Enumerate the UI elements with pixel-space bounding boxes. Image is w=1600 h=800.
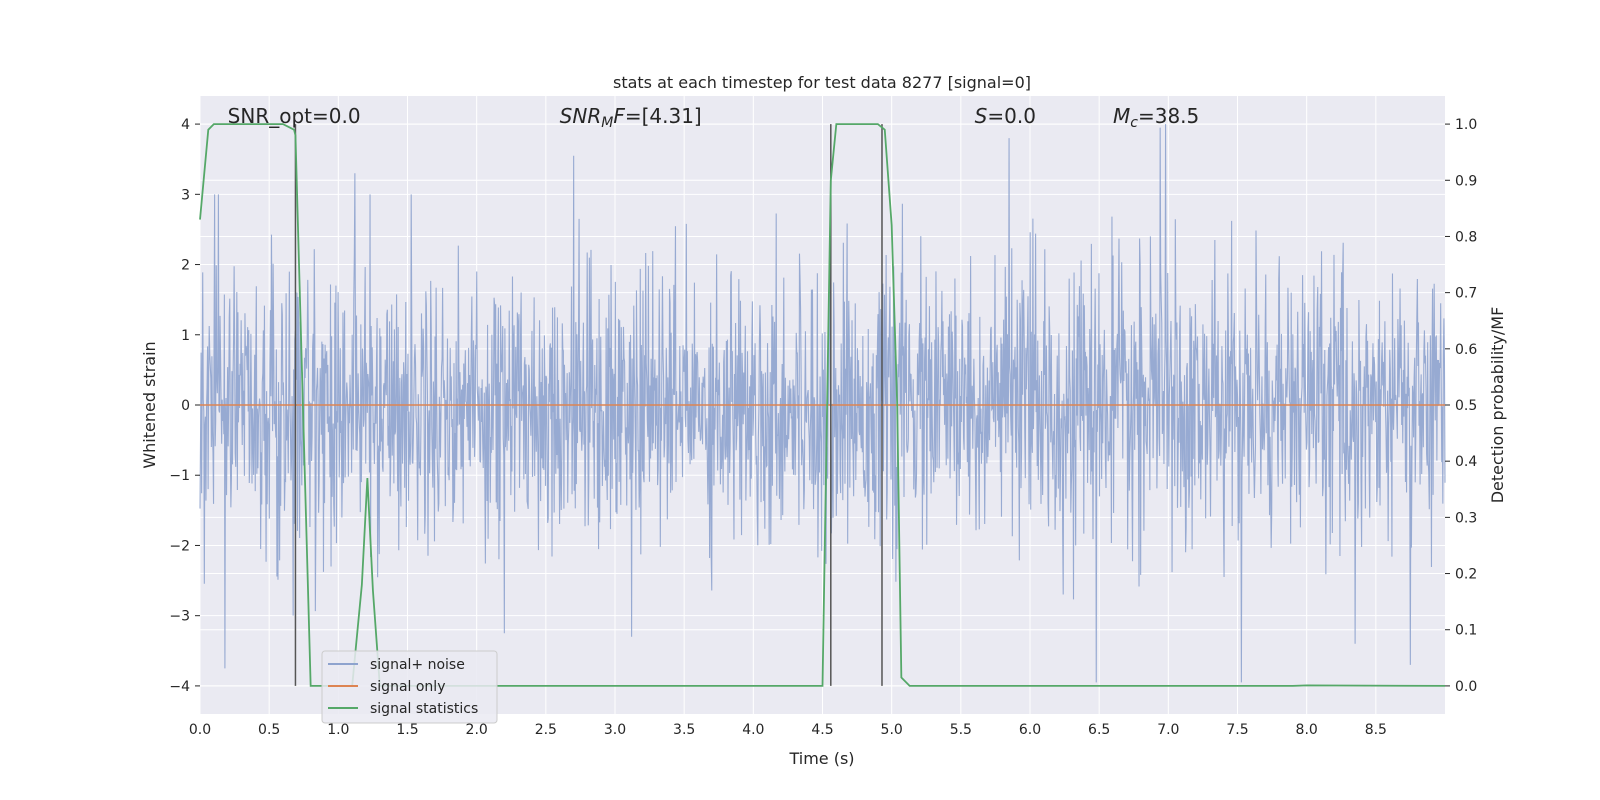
legend-label-signal-noise: signal+ noise bbox=[370, 657, 465, 673]
x-tick-label: 6.0 bbox=[1019, 722, 1041, 738]
y2-ticks: 0.0 0.1 0.2 0.3 0.4 0.5 0.6 0.7 0.8 0.9 1.0 bbox=[1445, 117, 1477, 695]
y2-tick-label: 0.9 bbox=[1455, 173, 1477, 189]
y2-tick-label: 0.8 bbox=[1455, 229, 1477, 245]
legend-label-signal-only: signal only bbox=[370, 679, 445, 695]
x-tick-label: 0.0 bbox=[189, 722, 211, 738]
signal-noise-line bbox=[199, 124, 1446, 683]
y2-tick-label: 0.5 bbox=[1455, 398, 1477, 414]
legend-box bbox=[321, 650, 498, 724]
y2-tick-label: 0.0 bbox=[1455, 679, 1477, 695]
y-axis-label: Whitened strain bbox=[140, 341, 159, 468]
x-tick-label: 2.0 bbox=[466, 722, 488, 738]
y-tick-label: −4 bbox=[169, 679, 190, 695]
x-tick-label: 3.0 bbox=[604, 722, 626, 738]
y2-axis-label: Detection probability/MF bbox=[1488, 307, 1507, 504]
annotations: SNR_opt=0.0 SNRMF=[4.31] S=0.0 Mc=38.5 bbox=[228, 104, 1200, 131]
y-tick-label: −2 bbox=[169, 538, 190, 554]
y2-tick-label: 0.1 bbox=[1455, 623, 1477, 639]
x-tick-label: 4.0 bbox=[742, 722, 764, 738]
annotation-mc: Mc=38.5 bbox=[1113, 104, 1199, 131]
x-tick-label: 8.0 bbox=[1296, 722, 1318, 738]
x-tick-label: 2.5 bbox=[535, 722, 557, 738]
x-tick-label: 7.0 bbox=[1157, 722, 1179, 738]
x-tick-label: 8.5 bbox=[1365, 722, 1387, 738]
y-tick-label: −1 bbox=[169, 468, 190, 484]
signal-statistics-series bbox=[199, 123, 1446, 687]
y-tick-label: 2 bbox=[181, 258, 190, 274]
chart-title: stats at each timestep for test data 827… bbox=[613, 73, 1031, 92]
x-tick-label: 4.5 bbox=[811, 722, 833, 738]
x-tick-label: 5.5 bbox=[950, 722, 972, 738]
x-axis-label: Time (s) bbox=[788, 749, 854, 768]
x-tick-label: 6.5 bbox=[1088, 722, 1110, 738]
x-tick-label: 5.0 bbox=[881, 722, 903, 738]
signal-statistics-line bbox=[199, 123, 1446, 687]
x-ticks: 0.0 0.5 1.0 1.5 2.0 2.5 3.0 3.5 4.0 4.5 5.0 5.5 6.0 6… bbox=[189, 722, 1387, 738]
y-tick-label: 1 bbox=[181, 328, 190, 344]
y2-tick-label: 0.7 bbox=[1455, 286, 1477, 302]
y2-tick-label: 0.6 bbox=[1455, 342, 1477, 358]
x-tick-label: 3.5 bbox=[673, 722, 695, 738]
x-tick-label: 7.5 bbox=[1226, 722, 1248, 738]
annotation-s: S=0.0 bbox=[975, 104, 1036, 128]
annotation-snr-opt: SNR_opt=0.0 bbox=[228, 104, 361, 128]
y2-tick-label: 0.2 bbox=[1455, 567, 1477, 583]
y-tick-label: 4 bbox=[181, 117, 190, 133]
x-tick-label: 0.5 bbox=[258, 722, 280, 738]
x-tick-label: 1.0 bbox=[327, 722, 349, 738]
y-ticks: −4 −3 −2 −1 0 1 2 3 4 bbox=[169, 117, 200, 695]
y-tick-label: 3 bbox=[181, 187, 190, 203]
annotation-snr-mf: SNRMF=[4.31] bbox=[560, 104, 702, 131]
x-tick-label: 1.5 bbox=[396, 722, 418, 738]
y2-tick-label: 0.3 bbox=[1455, 510, 1477, 526]
y-tick-label: −3 bbox=[169, 609, 190, 625]
legend-label-signal-statistics: signal statistics bbox=[370, 701, 478, 717]
signal-noise-series bbox=[199, 124, 1446, 683]
y2-tick-label: 1.0 bbox=[1455, 117, 1477, 133]
legend: signal+ noise signal only signal statist… bbox=[321, 650, 498, 724]
y2-tick-label: 0.4 bbox=[1455, 454, 1477, 470]
y-tick-label: 0 bbox=[181, 398, 190, 414]
